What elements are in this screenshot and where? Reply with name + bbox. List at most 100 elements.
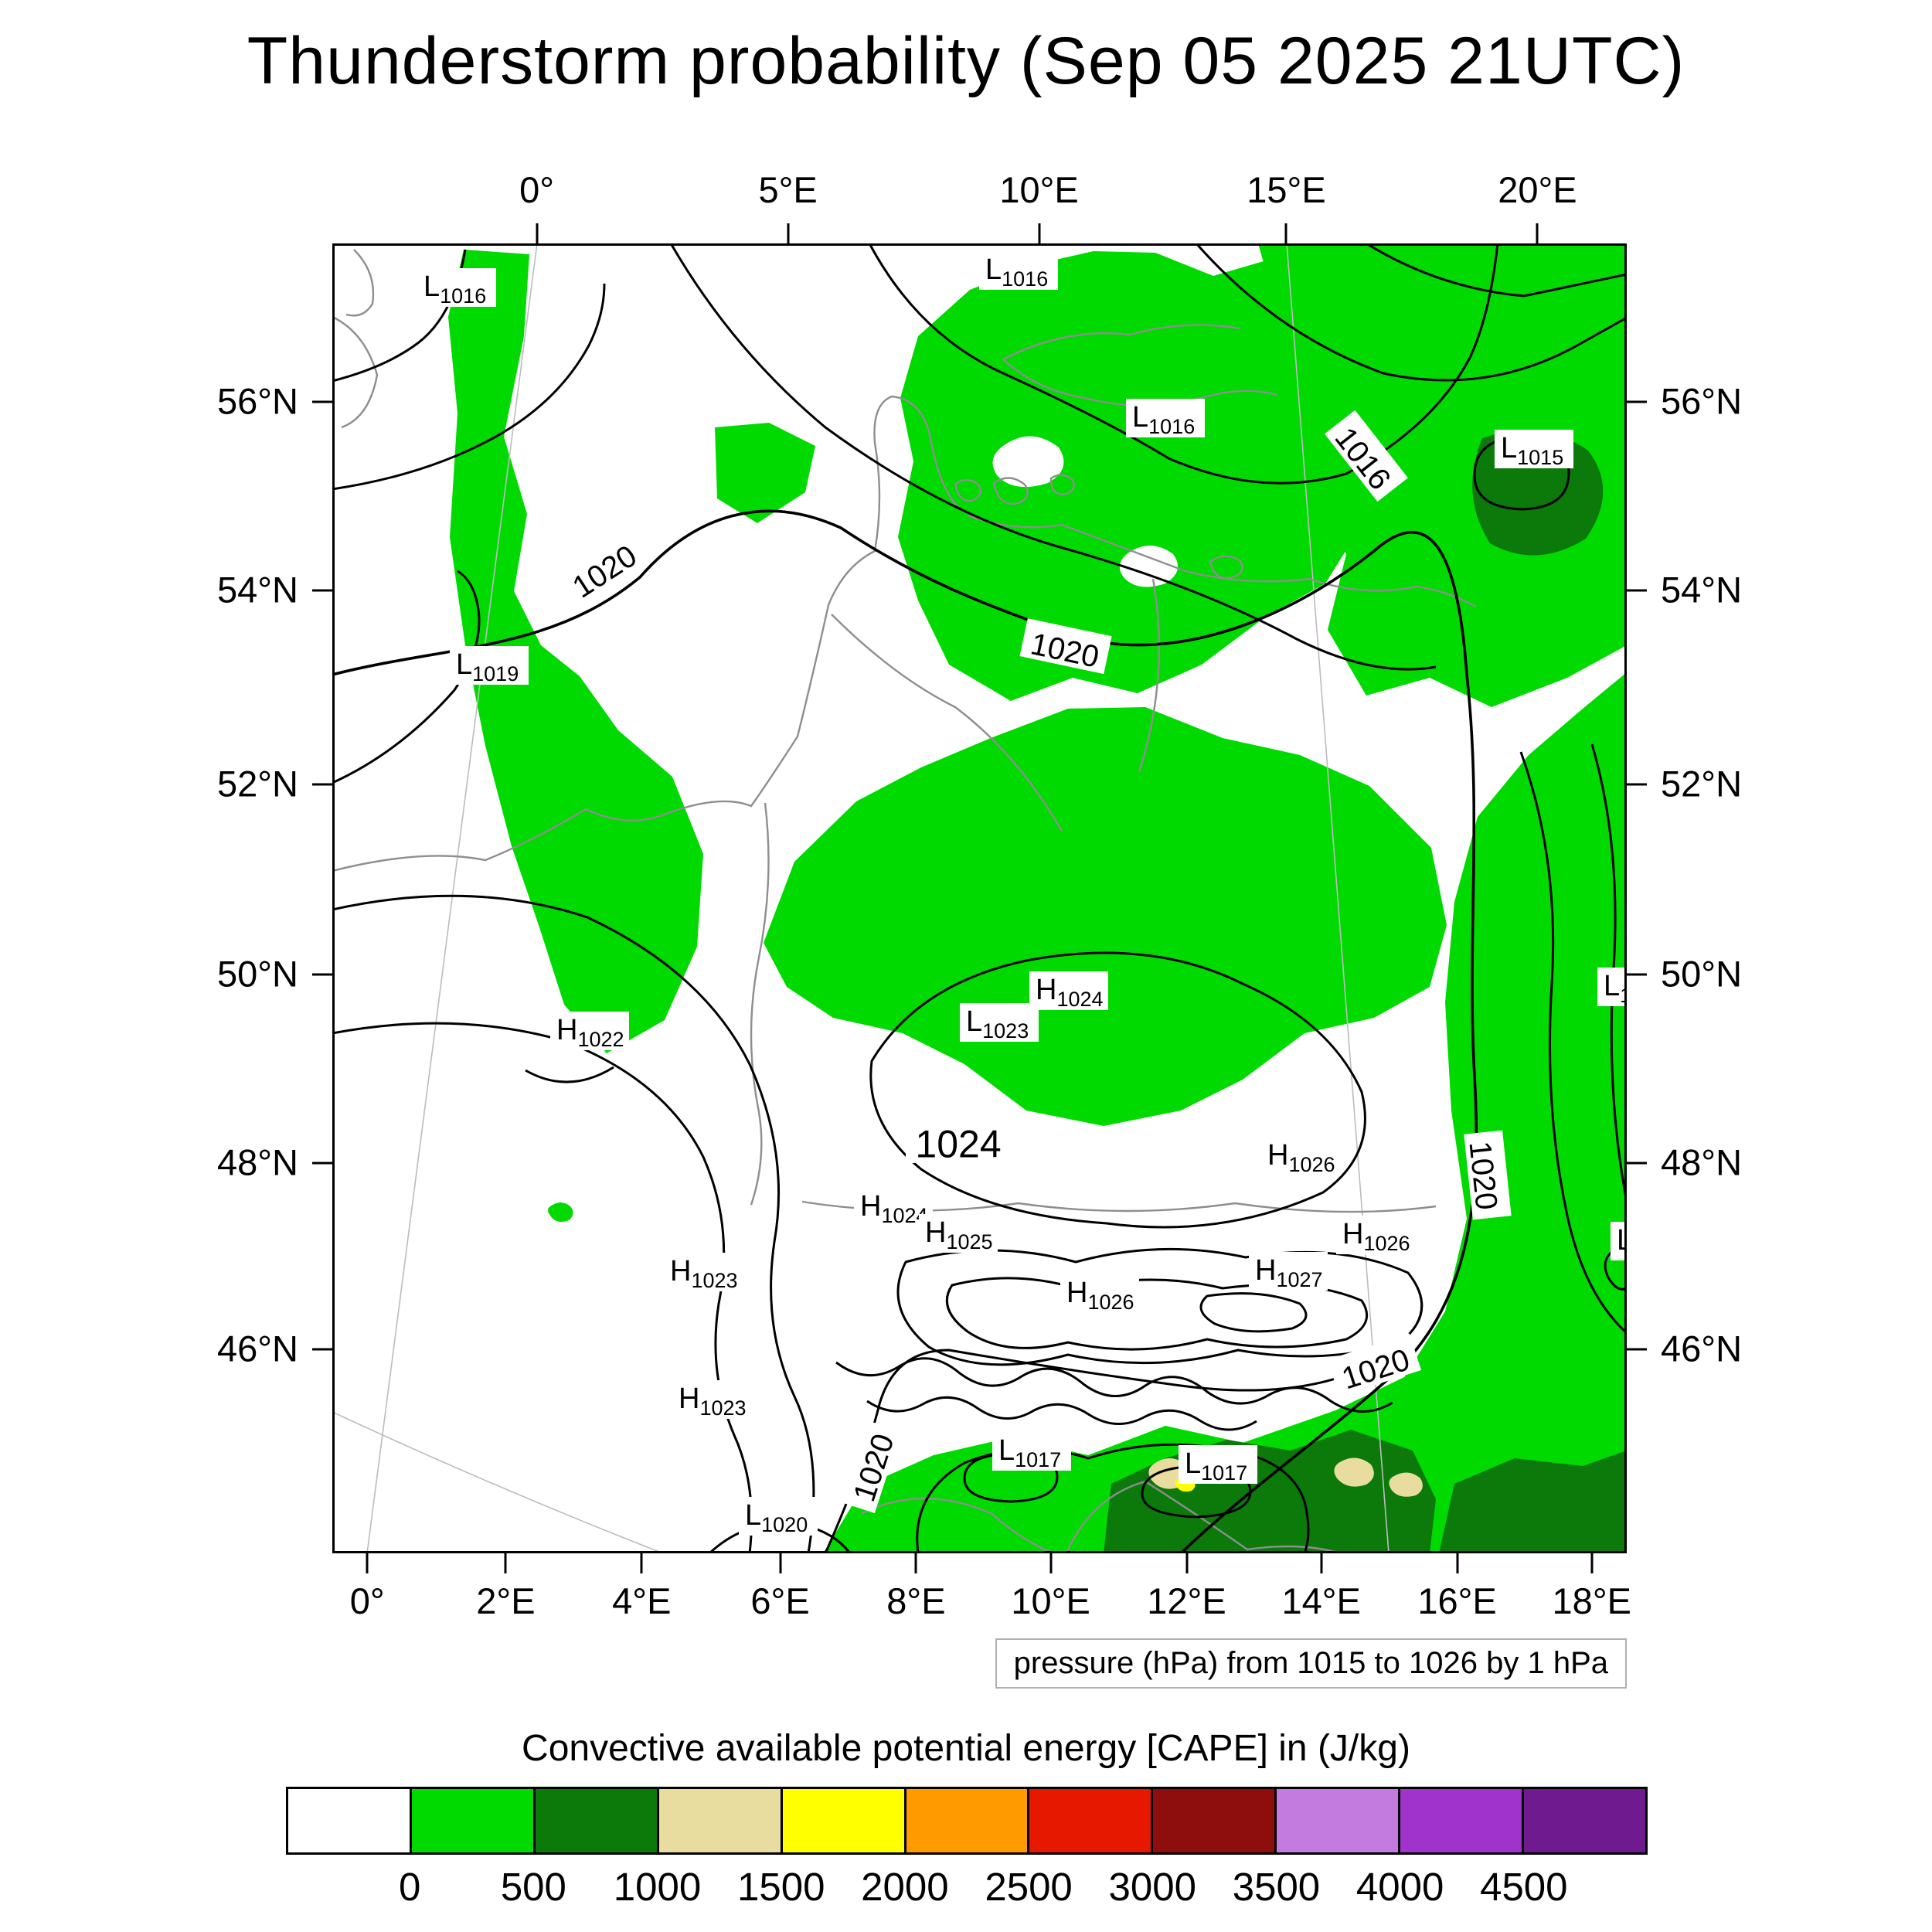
axis-tick-label-right: 54°N	[1661, 569, 1743, 611]
label-box	[1327, 1333, 1422, 1397]
isobar	[866, 1396, 1257, 1431]
island	[992, 477, 1029, 505]
axis-tick-mark-bottom	[1185, 1553, 1188, 1573]
colorbar-tick-label: 500	[500, 1865, 566, 1909]
axis-tick-mark-right	[1627, 1348, 1647, 1351]
river	[750, 802, 770, 1206]
pressure-center-L1016: L1016	[417, 268, 496, 308]
axis-tick-label-top: 10°E	[999, 169, 1079, 210]
axis-tick-label-left: 50°N	[216, 953, 298, 995]
axis-tick-label-bottom: 18°E	[1552, 1580, 1631, 1621]
label-box	[992, 1432, 1071, 1471]
pressure-center-L1016: L1016	[979, 251, 1058, 291]
axis-tick-label-bottom: 16°E	[1417, 1580, 1497, 1621]
colorbar-segment-5	[903, 1789, 1028, 1852]
axis-tick-mark-top	[1284, 223, 1287, 243]
map-area: L1016 L1016 L1016 L1015 L1019 H1022 L1023 H1024…	[217, 169, 1742, 1621]
pressure-center-H1027: H1027	[1249, 1252, 1328, 1291]
colorbar-tick-label: 2500	[985, 1865, 1073, 1909]
axis-tick-mark-right	[1627, 1162, 1647, 1165]
pressure-center-L1017: L1017	[1179, 1445, 1257, 1485]
axis-tick-mark-bottom	[1049, 1553, 1053, 1573]
axis-tick-label-bottom: 2°E	[476, 1580, 536, 1621]
river	[831, 614, 1063, 832]
axis-tick-label-top: 0°	[519, 169, 555, 210]
axis-tick-label-bottom: 8°E	[886, 1580, 946, 1621]
axis-tick-label-bottom: 4°E	[612, 1580, 672, 1621]
meridian-line	[1286, 243, 1389, 1553]
label-box	[1495, 430, 1573, 468]
cape-region-cape-0-500	[898, 251, 1368, 701]
isobar	[525, 1066, 614, 1083]
colorbar-tick-label: 0	[398, 1865, 421, 1909]
colorbar-tick-label: 4000	[1355, 1865, 1444, 1909]
label-box	[1597, 968, 1627, 1006]
isobar	[332, 283, 606, 491]
axis-tick-mark-bottom	[914, 1553, 917, 1573]
axis-tick-label-bottom: 6°E	[750, 1580, 810, 1621]
contour-label-1020: 1020	[556, 528, 649, 608]
pressure-center-H1026: H1026	[1060, 1274, 1139, 1314]
pressure-center-L: L	[1611, 1222, 1627, 1260]
cape-region-clear	[992, 436, 1064, 488]
label-box	[906, 1114, 1011, 1163]
pressure-label-layer: L1016L1016L1016L1015L1019H1022L1023H1024…	[417, 251, 1627, 1536]
axis-tick-label-left: 56°N	[216, 380, 298, 422]
coastline	[345, 249, 375, 317]
colorbar-segment-4	[780, 1789, 904, 1852]
isobar	[1519, 751, 1627, 1335]
graticule-layer	[332, 243, 1389, 1553]
cape-colorbar	[286, 1787, 1648, 1855]
axis-tick-mark-bottom	[504, 1553, 507, 1573]
pressure-center-L1019: L1019	[450, 646, 529, 685]
colorbar-tick-label: 2000	[861, 1865, 949, 1909]
colorbar-tick-label: 3000	[1108, 1865, 1196, 1909]
axis-tick-mark-bottom	[1590, 1553, 1594, 1573]
isobar	[1366, 243, 1627, 298]
meridian-line	[366, 243, 538, 1553]
map-border	[332, 243, 1627, 1553]
axis-tick-mark-right	[1627, 589, 1647, 592]
label-box	[1261, 1137, 1340, 1175]
pressure-center-H1024: H1024	[854, 1188, 933, 1227]
coastline	[332, 315, 379, 429]
cape-region-cape-0-500	[715, 423, 815, 523]
axis-tick-label-bottom: 12°E	[1147, 1580, 1226, 1621]
isobar	[669, 243, 1437, 671]
label-box	[550, 1012, 629, 1050]
contour-label-1024: 1024	[906, 1114, 1011, 1166]
label-box	[1019, 618, 1112, 675]
label-box	[1464, 1130, 1512, 1220]
axis-tick-mark-right	[1627, 400, 1647, 403]
axis-tick-mark-top	[1038, 223, 1041, 243]
cape-region-cape-0-500	[548, 1202, 573, 1222]
colorbar-labels: 0 500 1000 1500 2000 2500 3000 3500 4000 4500	[286, 1864, 1648, 1913]
axis-tick-label-right: 52°N	[1661, 763, 1743, 804]
parallel-line	[332, 1411, 664, 1553]
label-box	[919, 1214, 998, 1253]
isobar	[835, 1357, 1393, 1413]
colorbar-tick-label: 1500	[736, 1865, 825, 1909]
axis-tick-mark-bottom	[366, 1553, 369, 1573]
pressure-center-H1025: H1025	[919, 1214, 998, 1253]
pressure-center-L1023: L1023	[960, 1003, 1039, 1043]
axis-tick-mark-left	[312, 1162, 332, 1165]
axis-tick-mark-bottom	[779, 1553, 782, 1573]
coastline	[332, 395, 965, 872]
cape-shading-layer	[448, 243, 1627, 1553]
isobar	[332, 894, 815, 1553]
pressure-center-H1024: H1024	[1029, 971, 1108, 1011]
label-box	[450, 646, 529, 685]
axis-tick-label-bottom: 14°E	[1281, 1580, 1361, 1621]
axis-tick-label-right: 56°N	[1661, 380, 1743, 422]
isobar	[916, 1443, 1310, 1553]
coastline	[860, 1497, 1055, 1553]
label-box	[1611, 1222, 1627, 1260]
pressure-center-L1015: L1015	[1495, 430, 1573, 469]
axis-tick-mark-left	[312, 589, 332, 592]
pressure-center-H1026: H1026	[1336, 1216, 1415, 1255]
axis-tick-mark-bottom	[1320, 1553, 1323, 1573]
label-box	[1060, 1274, 1139, 1313]
isobar-1020	[332, 509, 1478, 1553]
